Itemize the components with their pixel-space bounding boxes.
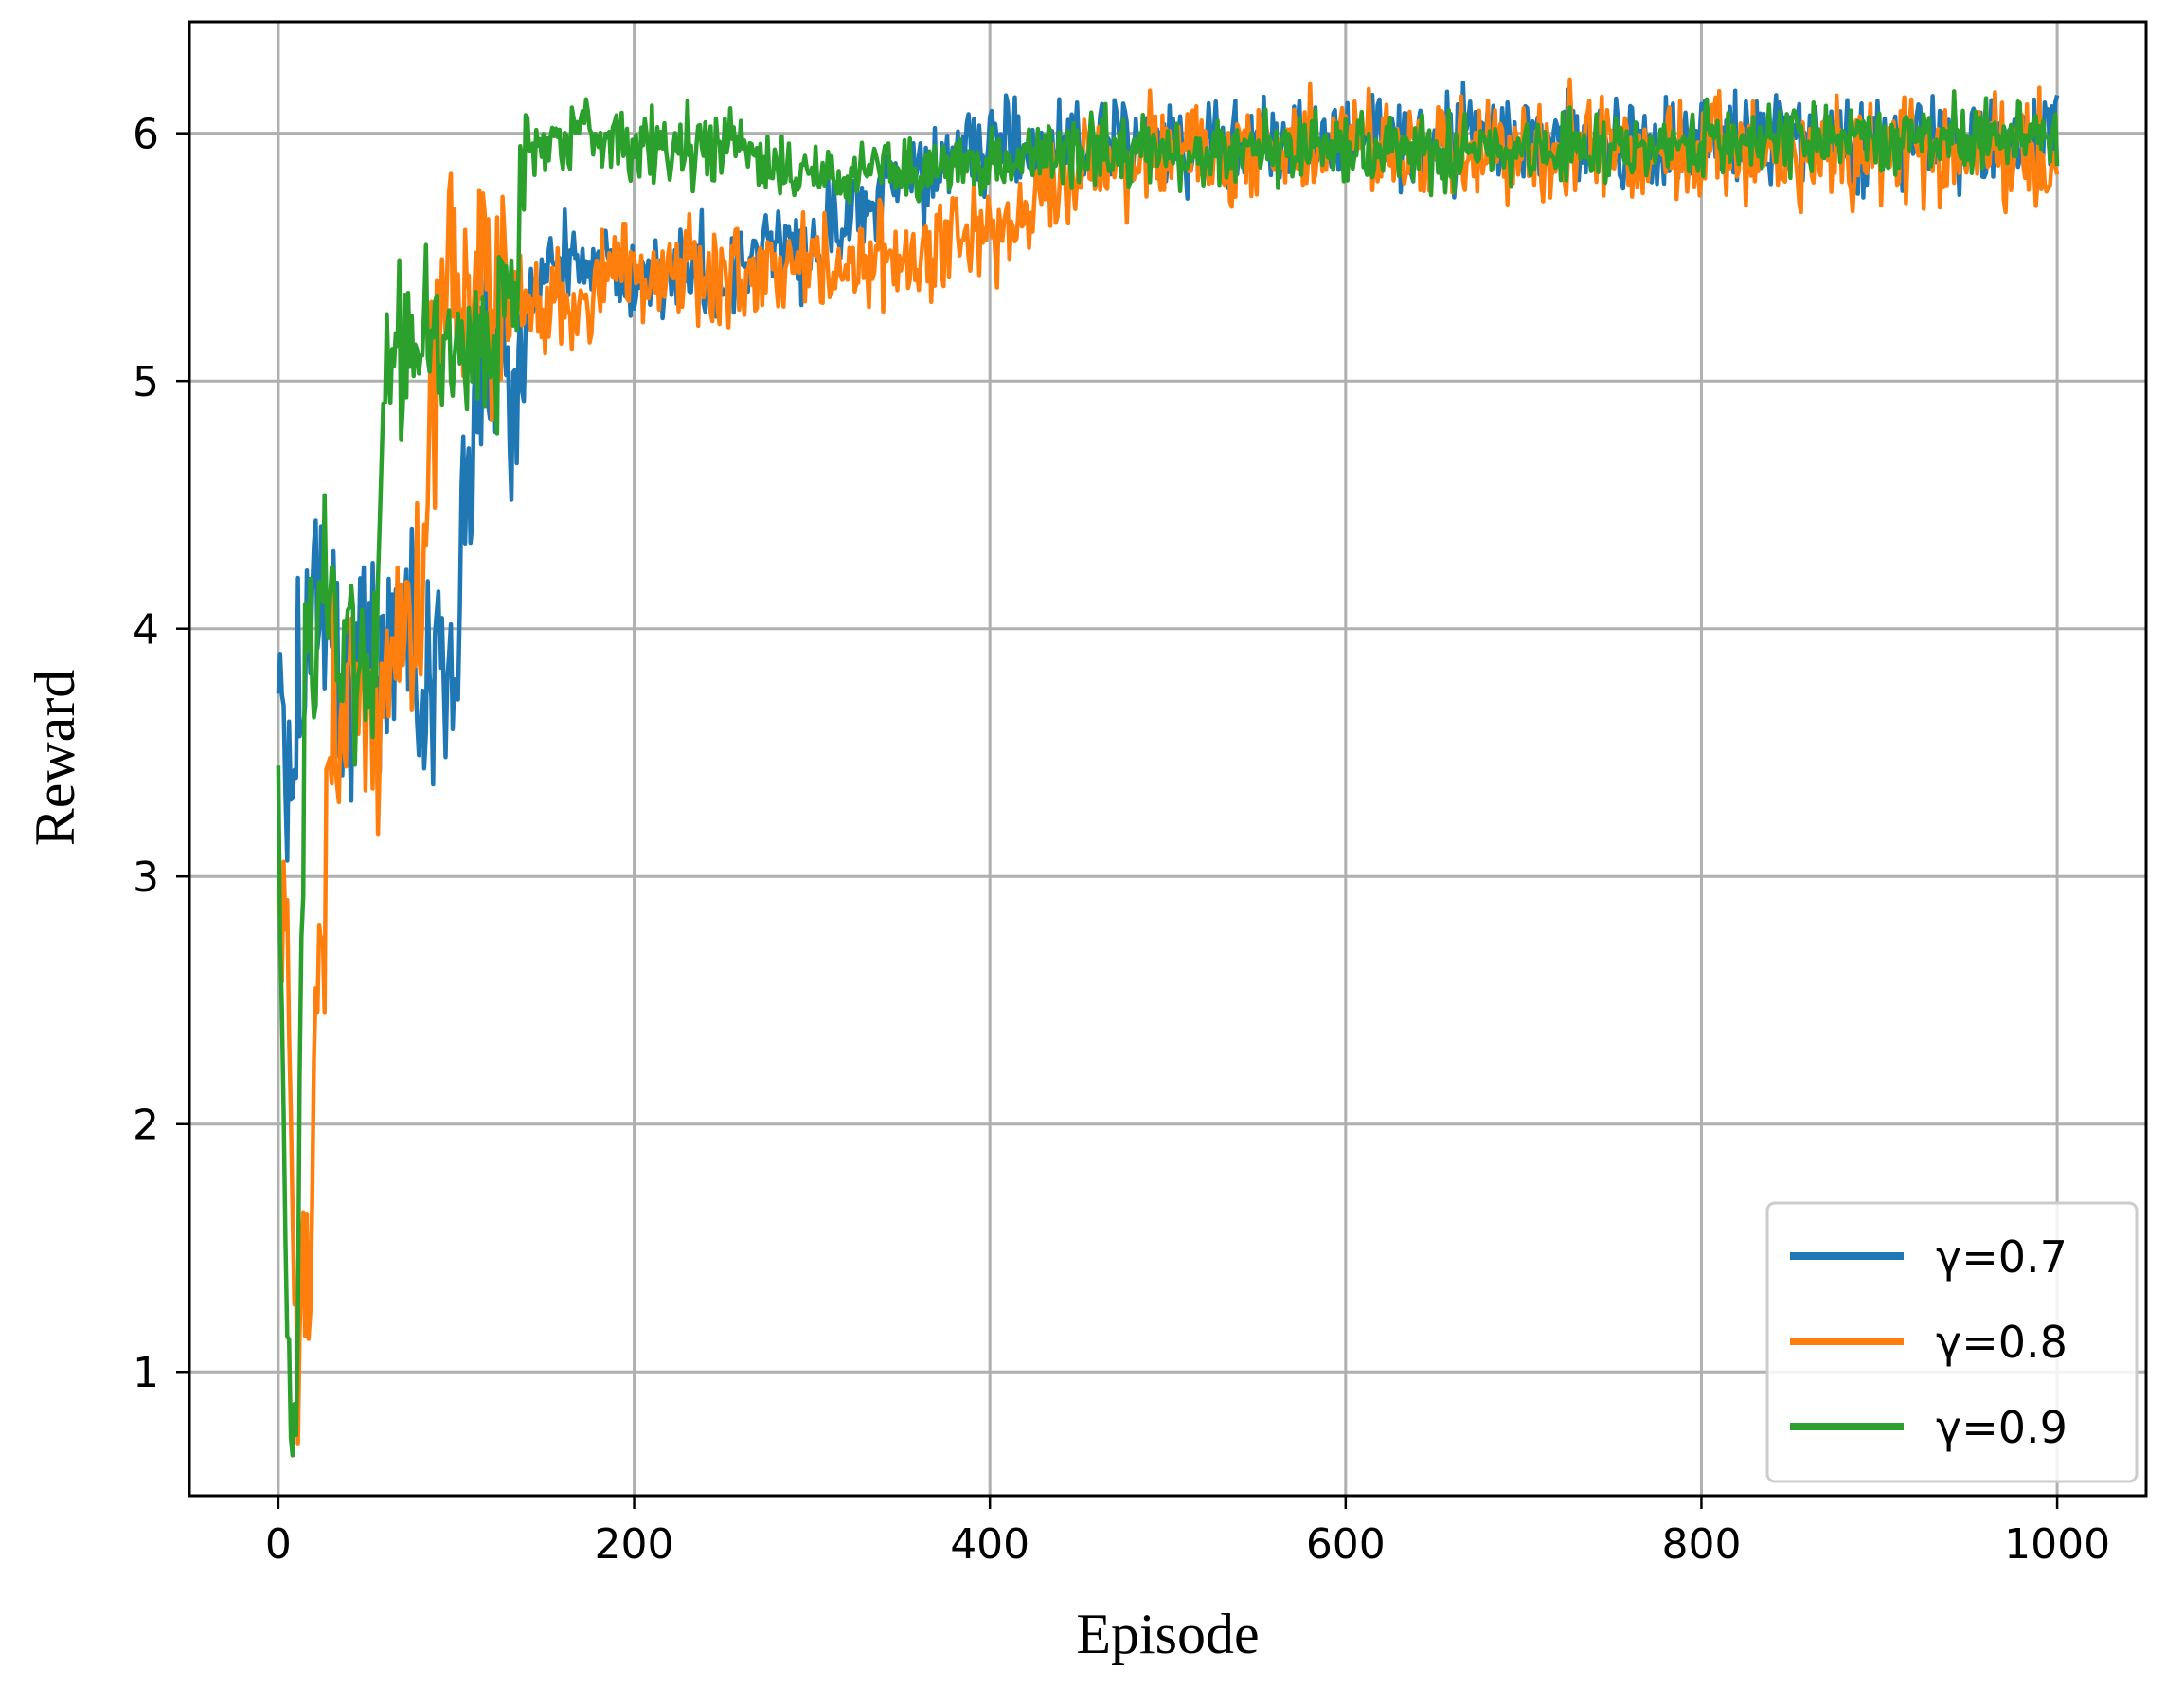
x-tick-label: 600 xyxy=(1306,1520,1386,1569)
x-tick-label: 0 xyxy=(265,1520,292,1569)
y-tick-label: 6 xyxy=(133,111,159,159)
legend-label: γ=0.9 xyxy=(1936,1402,2068,1453)
y-tick-label: 2 xyxy=(133,1102,159,1150)
plot-frame xyxy=(188,20,2148,1498)
x-tick-label: 400 xyxy=(950,1520,1029,1569)
y-tick-label: 1 xyxy=(133,1349,159,1397)
x-tick-label: 800 xyxy=(1661,1520,1741,1569)
series-lines xyxy=(276,77,2060,1458)
legend: γ=0.7 γ=0.8 γ=0.9 xyxy=(1765,1201,2139,1483)
y-axis-label: Reward xyxy=(24,670,86,847)
y-tick-label: 3 xyxy=(133,853,159,902)
y-tick-label: 5 xyxy=(133,358,159,406)
legend-box xyxy=(1765,1201,2139,1483)
axis-ticks: 0 200 400 600 800 1000 1 2 3 4 5 6 xyxy=(133,111,2110,1569)
y-tick-label: 4 xyxy=(133,606,159,655)
series-line-1 xyxy=(276,80,2060,863)
series-line-3 xyxy=(276,89,2060,1458)
legend-label: γ=0.7 xyxy=(1936,1231,2068,1283)
x-tick-label: 200 xyxy=(595,1520,674,1569)
legend-label: γ=0.8 xyxy=(1936,1317,2068,1368)
x-axis-label: Episode xyxy=(1076,1603,1259,1665)
x-tick-label: 1000 xyxy=(2004,1520,2110,1569)
